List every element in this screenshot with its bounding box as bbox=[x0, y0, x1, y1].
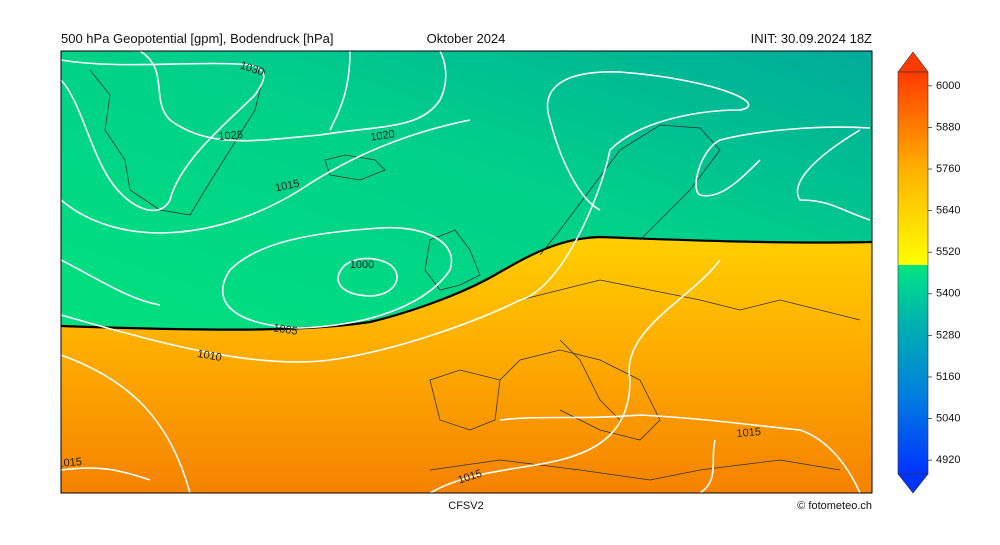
contour-label: 1020 bbox=[370, 128, 396, 143]
contour-5520 bbox=[61, 235, 872, 331]
contour-label: 1005 bbox=[272, 322, 298, 337]
colorbar-arrow-top bbox=[897, 51, 929, 73]
colorbar: 4920 5040 5160 5280 5400 5520 5640 5760 5880 6000 bbox=[897, 51, 960, 494]
map-frame bbox=[60, 50, 873, 494]
contour-label: 1025 bbox=[218, 129, 243, 143]
init-time: INIT: 30.09.2024 18Z bbox=[751, 31, 872, 46]
colorbar-bar bbox=[897, 71, 929, 475]
contour-label: 1000 bbox=[350, 259, 374, 271]
contour-label: 1015 bbox=[736, 426, 761, 440]
contour-label: 1015 bbox=[57, 456, 82, 470]
colorbar-tick-label: 5400 bbox=[936, 288, 960, 300]
credit: © fotometeo.ch bbox=[797, 500, 872, 512]
colorbar-tick-label: 5760 bbox=[936, 163, 960, 175]
coastlines bbox=[89, 69, 861, 481]
colorbar-tick-label: 5640 bbox=[936, 205, 960, 217]
colorbar-tick-label: 5520 bbox=[936, 246, 960, 258]
cool-field bbox=[61, 51, 872, 330]
isobars bbox=[61, 51, 871, 493]
contour-label: 1015 bbox=[274, 178, 300, 195]
contour-label: 1010 bbox=[196, 348, 222, 364]
colorbar-tick-label: 5280 bbox=[936, 329, 960, 341]
colorbar-tick-label: 5880 bbox=[936, 121, 960, 133]
map: 1030 1025 1020 1015 1000 1005 1010 1015 … bbox=[57, 51, 872, 493]
colorbar-arrow-bottom bbox=[897, 473, 929, 494]
title: 500 hPa Geopotential [gpm], Bodendruck [… bbox=[61, 31, 333, 46]
colorbar-tick-label: 4920 bbox=[936, 454, 960, 466]
colorbar-tick-label: 5040 bbox=[936, 412, 960, 424]
colorbar-tick-label: 5160 bbox=[936, 371, 960, 383]
model: CFSV2 bbox=[448, 500, 483, 512]
period: Oktober 2024 bbox=[427, 31, 506, 46]
colorbar-tick-label: 6000 bbox=[936, 80, 960, 92]
